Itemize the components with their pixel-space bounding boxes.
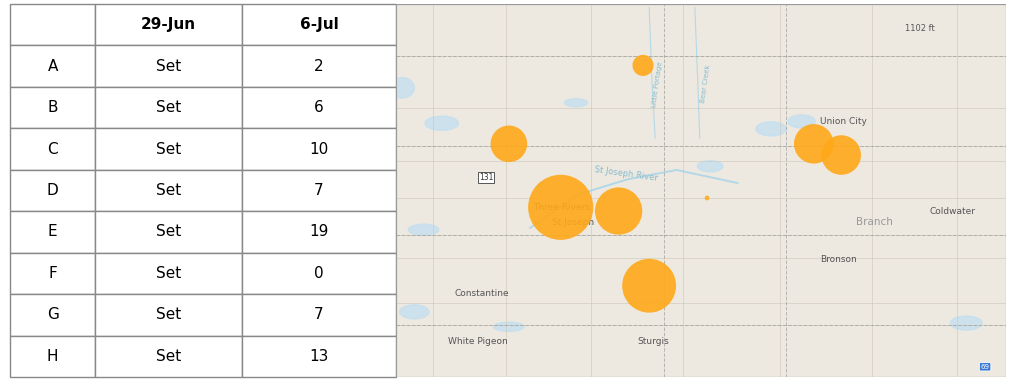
Text: Set: Set xyxy=(155,141,181,157)
Bar xyxy=(10,87,96,128)
Text: 13: 13 xyxy=(309,349,328,364)
Ellipse shape xyxy=(408,224,439,235)
Text: Set: Set xyxy=(155,266,181,281)
Text: 7: 7 xyxy=(314,307,324,322)
Text: White Pigeon: White Pigeon xyxy=(448,337,508,346)
Text: St Joseph River: St Joseph River xyxy=(594,165,658,182)
Point xyxy=(553,204,569,210)
Text: Set: Set xyxy=(155,183,181,198)
Bar xyxy=(96,4,242,45)
Bar xyxy=(96,336,242,377)
Bar xyxy=(10,253,96,294)
Text: Three Rivers: Three Rivers xyxy=(533,203,590,212)
Bar xyxy=(10,170,96,211)
Text: Branch: Branch xyxy=(856,217,893,227)
Ellipse shape xyxy=(697,161,723,172)
Text: 6-Jul: 6-Jul xyxy=(300,17,338,32)
Text: Set: Set xyxy=(155,307,181,322)
Ellipse shape xyxy=(787,115,815,128)
Text: Set: Set xyxy=(155,100,181,115)
Text: Set: Set xyxy=(155,224,181,240)
Text: Coldwater: Coldwater xyxy=(930,207,975,216)
Text: F: F xyxy=(48,266,57,281)
Text: B: B xyxy=(48,100,58,115)
Text: H: H xyxy=(47,349,58,364)
Text: A: A xyxy=(48,59,58,74)
Ellipse shape xyxy=(494,322,524,331)
Point xyxy=(501,141,517,147)
Text: 19: 19 xyxy=(309,224,328,240)
Bar xyxy=(10,211,96,253)
Text: 6: 6 xyxy=(314,100,324,115)
Bar xyxy=(242,87,396,128)
Text: Constantine: Constantine xyxy=(454,289,509,298)
Bar xyxy=(242,211,396,253)
Bar xyxy=(242,128,396,170)
Text: 2: 2 xyxy=(314,59,324,74)
Text: 69: 69 xyxy=(980,364,990,370)
Text: Sturgis: Sturgis xyxy=(637,337,669,346)
Ellipse shape xyxy=(950,316,982,330)
Text: 7: 7 xyxy=(314,183,324,198)
Point xyxy=(635,62,651,69)
Bar xyxy=(96,211,242,253)
Point xyxy=(611,208,627,214)
Bar xyxy=(242,294,396,336)
Text: D: D xyxy=(47,183,59,198)
Bar xyxy=(10,4,96,45)
Point xyxy=(806,141,822,147)
Bar xyxy=(242,253,396,294)
Bar xyxy=(10,294,96,336)
Bar xyxy=(242,45,396,87)
Bar xyxy=(10,128,96,170)
Point xyxy=(833,152,849,158)
Text: C: C xyxy=(48,141,58,157)
Bar xyxy=(96,45,242,87)
Text: 29-Jun: 29-Jun xyxy=(141,17,196,32)
Bar xyxy=(96,87,242,128)
Point xyxy=(699,195,715,201)
Text: Bronson: Bronson xyxy=(820,255,856,264)
Text: Bear Creek: Bear Creek xyxy=(700,65,711,104)
Text: Union City: Union City xyxy=(820,117,867,126)
Point xyxy=(641,283,657,289)
Text: St Joseph: St Joseph xyxy=(552,218,593,227)
Text: 1102 ft: 1102 ft xyxy=(905,24,935,33)
Ellipse shape xyxy=(564,99,587,107)
Ellipse shape xyxy=(399,305,429,319)
Text: G: G xyxy=(47,307,59,322)
Ellipse shape xyxy=(390,78,415,98)
Ellipse shape xyxy=(756,122,786,136)
Bar xyxy=(10,45,96,87)
Text: 10: 10 xyxy=(309,141,328,157)
Bar xyxy=(96,253,242,294)
Bar xyxy=(242,4,396,45)
Bar xyxy=(96,170,242,211)
Bar xyxy=(242,170,396,211)
Text: 131: 131 xyxy=(480,173,494,182)
Text: Set: Set xyxy=(155,59,181,74)
Text: 0: 0 xyxy=(314,266,324,281)
Bar xyxy=(10,336,96,377)
Bar xyxy=(96,128,242,170)
Ellipse shape xyxy=(425,116,458,130)
Text: Little Portage: Little Portage xyxy=(651,61,663,107)
Text: E: E xyxy=(48,224,58,240)
Bar xyxy=(242,336,396,377)
Bar xyxy=(96,294,242,336)
Text: Set: Set xyxy=(155,349,181,364)
